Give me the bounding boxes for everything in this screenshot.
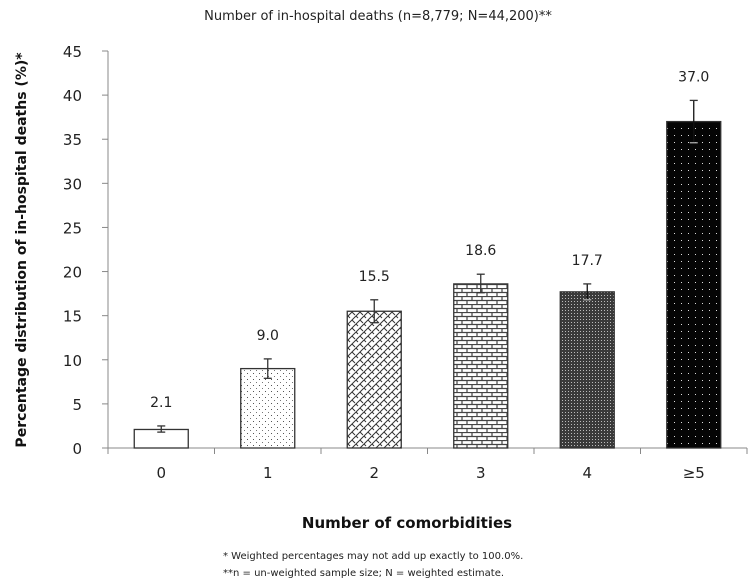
bar <box>666 120 722 449</box>
y-tick-label: 40 <box>63 87 82 105</box>
data-label: 37.0 <box>678 69 709 85</box>
chart-title: Number of in-hospital deaths (n=8,779; N… <box>204 9 552 24</box>
bar <box>559 291 615 449</box>
bar <box>240 367 296 449</box>
y-tick-label: 10 <box>63 352 82 370</box>
x-tick-label: 3 <box>476 464 486 482</box>
data-label: 9.0 <box>257 328 279 344</box>
data-label: 15.5 <box>359 269 390 285</box>
data-label: 2.1 <box>150 395 172 411</box>
x-tick-label: 0 <box>156 464 166 482</box>
y-tick-label: 20 <box>63 264 82 282</box>
y-tick-label: 15 <box>63 308 82 326</box>
footnote-2: **n = un-weighted sample size; N = weigh… <box>223 568 504 579</box>
bars: 2.1 9.0 15.5 18.6 17.7 37.0 <box>133 69 722 449</box>
bar <box>346 310 402 449</box>
x-tick-label: 1 <box>263 464 273 482</box>
y-tick-label: 30 <box>63 175 82 193</box>
x-axis: 0 1 2 3 4 ≥5 <box>107 447 748 482</box>
y-axis: 0 5 10 15 20 25 30 35 40 45 <box>63 43 109 458</box>
y-tick-label: 0 <box>72 440 82 458</box>
y-tick-label: 5 <box>72 396 82 414</box>
data-label: 17.7 <box>572 253 603 269</box>
x-tick-label: 4 <box>582 464 592 482</box>
bar <box>453 283 509 449</box>
x-tick-label: ≥5 <box>683 464 705 482</box>
y-tick-label: 25 <box>63 219 82 237</box>
y-axis-label: Percentage distribution of in-hospital d… <box>14 52 30 448</box>
x-axis-label: Number of comorbidities <box>302 514 512 532</box>
x-tick-label: 2 <box>369 464 379 482</box>
y-tick-label: 35 <box>63 131 82 149</box>
y-tick-label: 45 <box>63 43 82 61</box>
data-label: 18.6 <box>465 243 496 259</box>
footnote-1: * Weighted percentages may not add up ex… <box>223 551 523 562</box>
